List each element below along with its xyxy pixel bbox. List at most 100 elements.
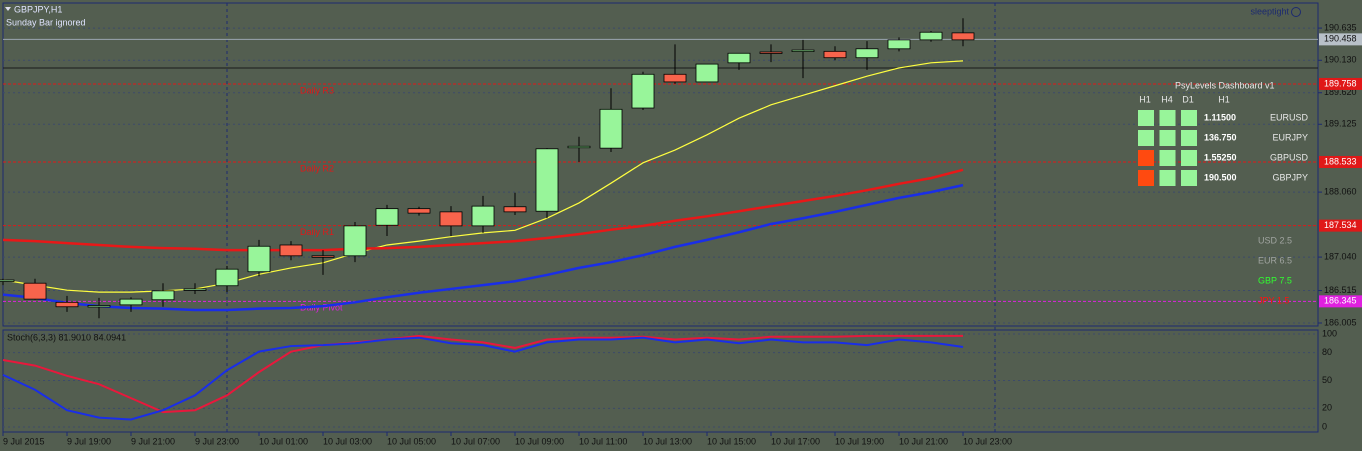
y-tick-label: 186.005	[1324, 317, 1357, 327]
note-label: Sunday Bar ignored	[6, 17, 86, 27]
current-price-box	[1319, 33, 1362, 46]
y-tick-label: 50	[1322, 375, 1332, 385]
candle-body	[0, 279, 15, 282]
x-tick-label: 9 Jul 2015	[3, 436, 45, 446]
x-tick-label: 10 Jul 13:00	[643, 436, 692, 446]
candle-body	[695, 63, 719, 83]
signal-box	[1181, 170, 1197, 186]
x-tick-label: 10 Jul 15:00	[707, 436, 756, 446]
candle-body	[567, 145, 591, 149]
dashboard-price: 136.750	[1204, 132, 1237, 142]
x-tick-label: 10 Jul 17:00	[771, 436, 820, 446]
x-tick-label: 10 Jul 09:00	[515, 436, 564, 446]
candle-body	[471, 205, 495, 227]
dashboard-symbol: EURUSD	[1270, 112, 1309, 122]
candle-body	[727, 52, 751, 64]
x-tick-label: 10 Jul 19:00	[835, 436, 884, 446]
currency-strength: EUR 6.5	[1258, 255, 1292, 265]
candle-body	[87, 305, 111, 308]
candle-body	[215, 268, 239, 287]
level-price-box	[1319, 155, 1362, 168]
candle-body	[887, 39, 911, 50]
candle-body	[503, 206, 527, 213]
candle-body	[183, 288, 207, 291]
y-tick-label: 100	[1322, 328, 1337, 338]
x-tick-label: 10 Jul 23:00	[963, 436, 1012, 446]
candle-body	[55, 301, 79, 308]
signal-box	[1159, 130, 1176, 146]
y-tick-label: 80	[1322, 347, 1332, 357]
candle-body	[855, 48, 879, 59]
candle-body	[663, 73, 687, 83]
signal-box	[1159, 170, 1176, 186]
signal-box	[1138, 170, 1154, 186]
level-price: 188.533	[1324, 156, 1357, 166]
y-tick-label: 188.060	[1324, 186, 1357, 196]
main-frame	[2, 2, 1319, 327]
dashboard-price: 190.500	[1204, 172, 1237, 182]
signal-box	[1159, 110, 1176, 126]
level-label: Daily R1	[300, 227, 334, 237]
moving-average	[2, 168, 964, 252]
stoch-line	[2, 334, 963, 414]
candle-body	[375, 208, 399, 226]
dashboard-header: H1	[1139, 94, 1151, 104]
candle-body	[119, 298, 143, 306]
candle-body	[791, 49, 815, 52]
current-price: 190.458	[1324, 34, 1357, 44]
symbol-label: GBPJPY,H1	[14, 4, 62, 14]
x-tick-label: 10 Jul 01:00	[259, 436, 308, 446]
candle-body	[407, 208, 431, 214]
candle-body	[759, 51, 783, 54]
x-tick-label: 9 Jul 19:00	[67, 436, 111, 446]
dashboard-price: 1.55250	[1204, 152, 1237, 162]
level-price: 187.534	[1324, 220, 1357, 230]
x-tick-label: 10 Jul 21:00	[899, 436, 948, 446]
candle-body	[279, 244, 303, 257]
candle-body	[247, 245, 271, 273]
dashboard-symbol: GBPJPY	[1272, 172, 1308, 182]
dashboard-header: D1	[1182, 94, 1194, 104]
x-tick-label: 10 Jul 11:00	[579, 436, 627, 446]
level-price: 186.345	[1324, 296, 1357, 306]
candle-body	[631, 73, 655, 109]
smiley-icon	[1291, 7, 1301, 17]
currency-strength: JPY 1.5	[1258, 295, 1289, 305]
signal-box	[1181, 110, 1197, 126]
candle-body	[311, 255, 335, 258]
moving-average	[2, 183, 964, 312]
candle-body	[919, 31, 943, 41]
signal-box	[1181, 130, 1197, 146]
stoch-frame	[2, 329, 1319, 433]
level-label: Daily Pivot	[300, 303, 343, 313]
user-label: sleeptight	[1250, 6, 1289, 16]
dashboard-header: H4	[1161, 94, 1173, 104]
candle-body	[343, 225, 367, 257]
level-price: 189.758	[1324, 78, 1357, 88]
x-tick-label: 10 Jul 07:00	[451, 436, 500, 446]
candle-body	[823, 50, 847, 59]
signal-box	[1138, 110, 1154, 126]
level-price-box	[1319, 219, 1362, 232]
y-tick-label: 187.040	[1324, 251, 1357, 261]
dashboard-symbol: EURJPY	[1272, 132, 1308, 142]
dashboard-title: PsyLevels Dashboard v1	[1175, 80, 1275, 90]
level-label: Daily R2	[300, 163, 334, 173]
y-tick-label: 186.515	[1324, 285, 1357, 295]
dashboard-symbol: GBPUSD	[1270, 152, 1309, 162]
level-price-box	[1319, 295, 1362, 308]
y-tick-label: 189.125	[1324, 119, 1357, 129]
y-tick-label: 20	[1322, 403, 1332, 413]
candle-body	[23, 282, 47, 300]
signal-box	[1138, 150, 1154, 166]
stoch-line	[2, 336, 964, 421]
x-tick-label: 9 Jul 23:00	[195, 436, 239, 446]
x-tick-label: 10 Jul 03:00	[323, 436, 372, 446]
candle-body	[599, 108, 623, 149]
level-label: Daily R3	[300, 85, 334, 95]
stoch-title: Stoch(6,3,3) 81.9010 84.0941	[7, 332, 126, 342]
y-tick-label: 189.620	[1324, 87, 1357, 97]
menu-arrow	[5, 7, 11, 11]
candle-body	[439, 211, 463, 227]
candle-body	[535, 148, 559, 212]
